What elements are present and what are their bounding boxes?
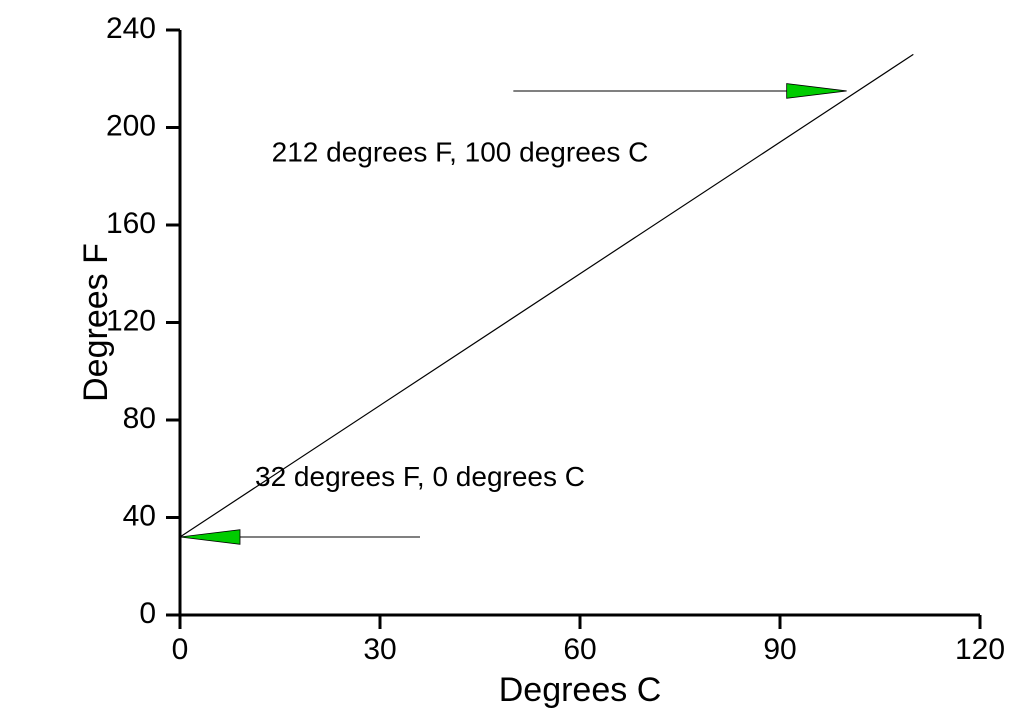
x-tick-label: 30 (363, 633, 396, 666)
y-tick-label: 80 (123, 402, 156, 435)
x-tick-label: 120 (955, 633, 1005, 666)
y-tick-label: 40 (123, 499, 156, 532)
y-tick-label: 200 (106, 109, 156, 142)
x-tick-label: 60 (563, 633, 596, 666)
annotation-label: 212 degrees F, 100 degrees C (272, 137, 649, 168)
y-tick-label: 0 (139, 597, 156, 630)
y-axis-label: Degrees F (77, 243, 115, 402)
x-tick-label: 0 (172, 633, 189, 666)
x-tick-label: 90 (763, 633, 796, 666)
x-axis-label: Degrees C (499, 671, 662, 709)
chart-svg: 040801201602002400306090120Degrees FDegr… (0, 0, 1021, 715)
temperature-conversion-chart: 040801201602002400306090120Degrees FDegr… (0, 0, 1021, 715)
annotation-label: 32 degrees F, 0 degrees C (255, 461, 585, 492)
y-tick-label: 240 (106, 12, 156, 45)
y-tick-label: 160 (106, 207, 156, 240)
